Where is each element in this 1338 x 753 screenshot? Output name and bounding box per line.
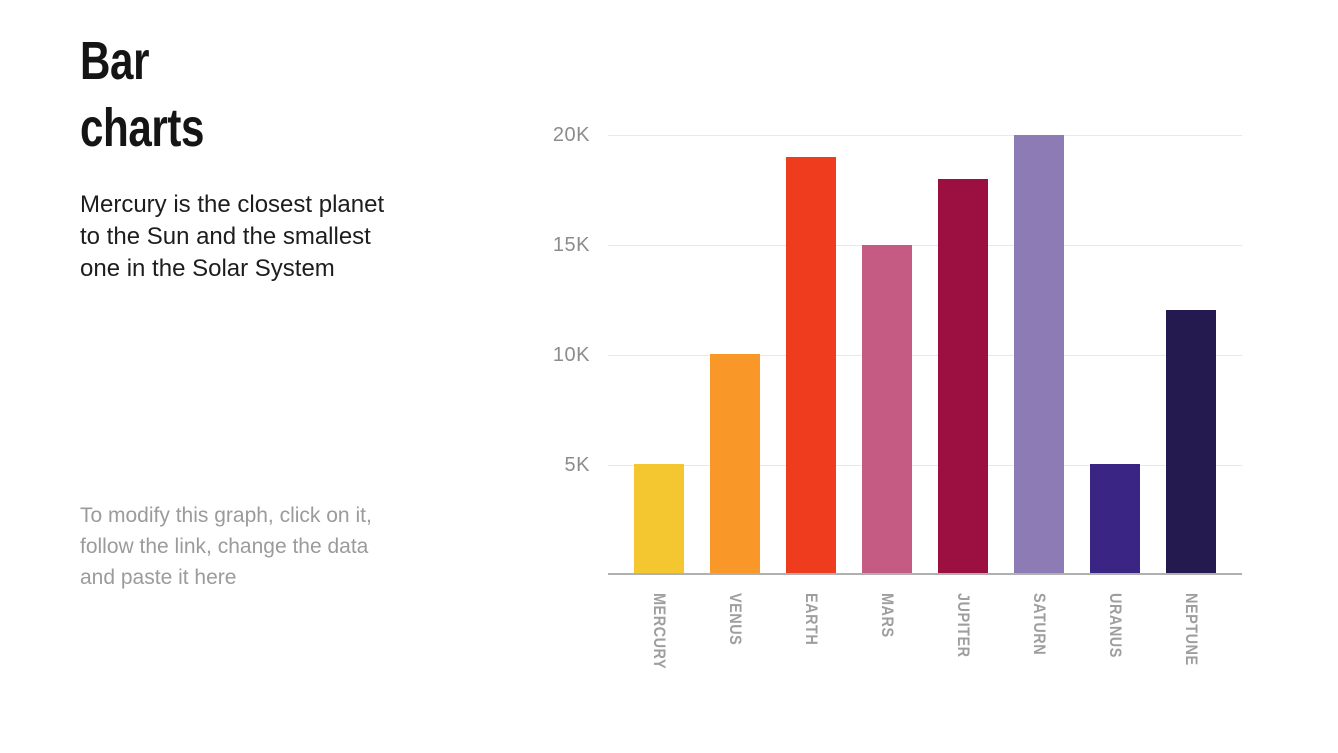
y-tick-label: 15K (552, 234, 590, 256)
x-axis-label-mercury: MERCURY (650, 593, 669, 670)
title-line-2: charts (80, 98, 205, 158)
bar-earth[interactable] (786, 156, 836, 573)
x-axis-label-uranus: URANUS (1106, 593, 1125, 658)
subtitle-line-3: one in the Solar System (80, 255, 335, 282)
slide-subtitle: Mercury is the closest planet to the Sun… (80, 189, 500, 285)
y-tick-label: 5K (564, 454, 590, 476)
note-line-1: To modify this graph, click on it, (80, 504, 372, 527)
y-tick-label: 20K (552, 124, 590, 146)
bar-chart[interactable]: 5K 10K 15K 20K MERCURY VENUS EARTH MARS JUPITER… (470, 100, 1320, 720)
bar-saturn[interactable] (1014, 135, 1064, 573)
subtitle-line-1: Mercury is the closest planet (80, 191, 385, 218)
x-axis-label-mars: MARS (878, 593, 897, 638)
y-axis: 5K 10K 15K 20K (510, 100, 590, 600)
page-title: Bar charts (80, 28, 500, 162)
x-axis-label-saturn: SATURN (1030, 593, 1049, 656)
bar-mercury[interactable] (634, 463, 684, 573)
note-line-3: and paste it here (80, 566, 237, 589)
x-axis: MERCURY VENUS EARTH MARS JUPITER SATURN URANUS… (608, 593, 1242, 713)
x-axis-label-earth: EARTH (802, 593, 821, 646)
edit-note: To modify this graph, click on it, follo… (80, 500, 372, 593)
bar-neptune[interactable] (1166, 310, 1216, 573)
gridline (608, 465, 1242, 466)
plot-area (608, 135, 1242, 575)
bars-container (608, 135, 1242, 573)
y-tick-label: 10K (552, 344, 590, 366)
subtitle-line-2: to the Sun and the smallest (80, 223, 371, 250)
bar-uranus[interactable] (1090, 463, 1140, 573)
x-axis-label-venus: VENUS (726, 593, 745, 646)
bar-mars[interactable] (862, 244, 912, 573)
x-axis-label-jupiter: JUPITER (954, 593, 973, 658)
gridline (608, 355, 1242, 356)
title-line-1: Bar (80, 31, 150, 91)
note-line-2: follow the link, change the data (80, 535, 369, 558)
bar-jupiter[interactable] (938, 178, 988, 573)
gridline (608, 135, 1242, 136)
slide-left-panel: Bar charts Mercury is the closest planet… (80, 28, 500, 285)
gridline (608, 245, 1242, 246)
bar-venus[interactable] (710, 354, 760, 573)
x-axis-label-neptune: NEPTUNE (1182, 593, 1201, 666)
